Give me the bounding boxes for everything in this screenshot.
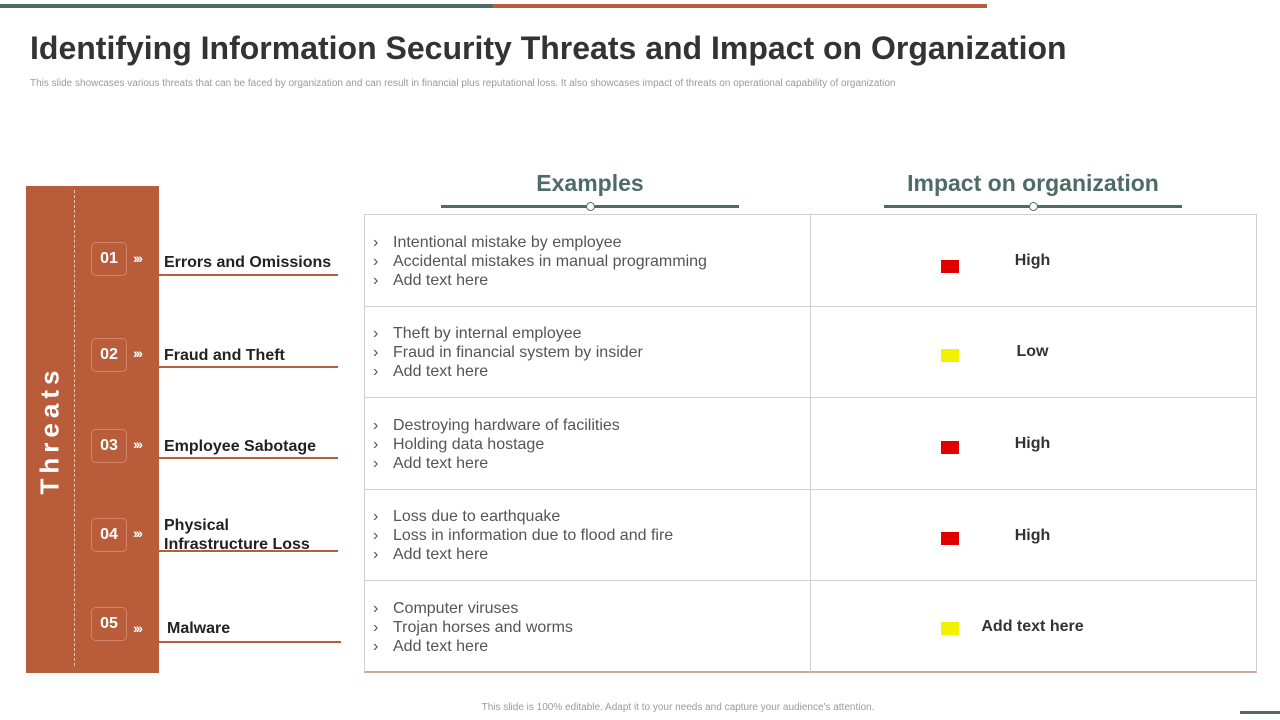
page-subtitle: This slide showcases various threats tha… — [30, 78, 896, 89]
table-row-examples: › Theft by internal employee › Fraud in fi… — [373, 324, 803, 381]
column-header-dot — [1029, 202, 1038, 211]
chevron-right-icon: › — [373, 234, 379, 251]
threat-number-02: 02 — [91, 338, 127, 372]
table-row-examples: › Destroying hardware of facilities › Hold… — [373, 416, 803, 473]
top-accent-bar-teal — [0, 4, 493, 8]
impact-level: High — [1014, 527, 1051, 544]
page-title: Identifying Information Security Threats… — [30, 30, 1067, 66]
threat-number-05: 05 — [91, 607, 127, 641]
table-row-examples: › Loss due to earthquake › Loss in informa… — [373, 507, 803, 564]
threat-number-04: 04 — [91, 518, 127, 552]
table-row-divider — [364, 580, 1257, 581]
table-row-examples: › Computer viruses › Trojan horses and wor… — [373, 599, 803, 656]
column-header-dot — [586, 202, 595, 211]
chevron-right-icon: › — [373, 619, 379, 636]
chevron-right-icon: › — [373, 600, 379, 617]
impact-level: Add text here — [981, 618, 1084, 635]
table-row-divider — [364, 489, 1257, 490]
impact-indicator-square — [941, 622, 959, 635]
list-item: › Theft by internal employee — [373, 325, 582, 342]
list-item: › Loss due to earthquake — [373, 508, 561, 525]
list-item: › Trojan horses and worms — [373, 619, 573, 636]
top-accent-bar-orange — [493, 4, 987, 8]
chevron-right-icon: › — [373, 344, 379, 361]
impact-indicator-square — [941, 532, 959, 545]
chevron-right-icon: › — [373, 546, 379, 563]
column-header-examples: Examples — [536, 170, 644, 196]
chevron-right-icon: › — [373, 436, 379, 453]
list-item: › Add text here — [373, 455, 489, 472]
table-column-divider — [810, 214, 811, 673]
chevron-right-icon: › — [373, 272, 379, 289]
threat-underline — [150, 550, 338, 552]
impact-indicator-square — [941, 441, 959, 454]
footer-accent-bar — [1240, 711, 1280, 714]
chevron-right-icon: › — [373, 527, 379, 544]
list-item: › Add text here — [373, 363, 489, 380]
chevron-right-icon: › — [373, 417, 379, 434]
list-item: › Holding data hostage — [373, 436, 545, 453]
list-item: › Loss in information due to flood and fi… — [373, 527, 674, 544]
threat-underline — [150, 274, 338, 276]
list-item: › Computer viruses — [373, 600, 519, 617]
chevron-right-icon: › — [373, 363, 379, 380]
threat-underline — [153, 641, 341, 643]
table-row-divider — [364, 306, 1257, 307]
threats-dashed-divider — [74, 190, 75, 666]
impact-indicator-square — [941, 349, 959, 362]
table-row-divider — [364, 397, 1257, 398]
list-item: › Add text here — [373, 546, 489, 563]
impact-indicator-square — [941, 260, 959, 273]
chevron-right-icon: › — [373, 455, 379, 472]
impact-level: High — [1014, 252, 1051, 269]
threat-number-01: 01 — [91, 242, 127, 276]
threats-label: Threats — [34, 365, 65, 495]
list-item: › Add text here — [373, 272, 489, 289]
threat-name-errors-and-omissions: Errors and Omissions — [164, 254, 332, 271]
threat-name-employee-sabotage: Employee Sabotage — [164, 438, 317, 455]
chevron-right-icon: › — [373, 325, 379, 342]
list-item: › Add text here — [373, 638, 489, 655]
impact-level: Low — [1016, 343, 1049, 360]
list-item: › Destroying hardware of facilities — [373, 417, 620, 434]
chevron-right-icon: › — [373, 638, 379, 655]
chevron-right-icon: ››› — [133, 620, 143, 636]
threat-underline — [150, 366, 338, 368]
list-item: › Intentional mistake by employee — [373, 234, 622, 251]
chevron-right-icon: ››› — [133, 525, 143, 541]
list-item: › Accidental mistakes in manual programmi… — [373, 253, 707, 270]
chevron-right-icon: ››› — [133, 436, 143, 452]
chevron-right-icon: ››› — [133, 345, 143, 361]
chevron-right-icon: ››› — [133, 250, 143, 266]
chevron-right-icon: › — [373, 508, 379, 525]
threat-name-fraud-and-theft: Fraud and Theft — [164, 347, 285, 364]
threat-number-03: 03 — [91, 429, 127, 463]
column-header-impact: Impact on organization — [907, 170, 1159, 196]
list-item: › Fraud in financial system by insider — [373, 344, 643, 361]
table-row-examples: › Intentional mistake by employee › Accide… — [373, 233, 803, 290]
threat-name-physical-infrastructure-loss: Physical Infrastructure Loss — [164, 517, 310, 553]
impact-level: High — [1014, 435, 1051, 452]
threat-underline — [150, 457, 338, 459]
chevron-right-icon: › — [373, 253, 379, 270]
threat-name-malware: Malware — [167, 620, 231, 637]
footer-note: This slide is 100% editable. Adapt it to… — [481, 702, 875, 713]
